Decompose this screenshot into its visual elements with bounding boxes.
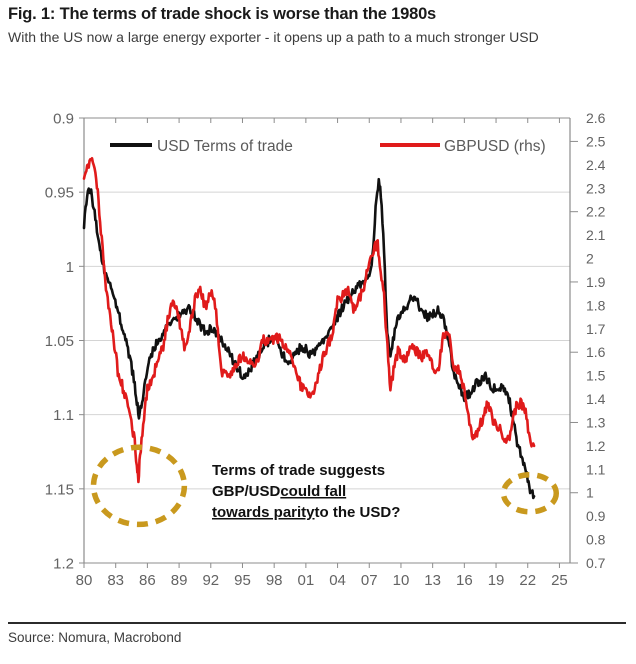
annotation-line2-part-0: GBP/USD xyxy=(212,483,281,500)
x-axis-tick-label: 13 xyxy=(424,572,441,589)
left-axis-tick-label: 1.1 xyxy=(53,407,74,424)
left-axis-tick-label: 0.9 xyxy=(53,111,74,128)
right-axis-tick-label: 1 xyxy=(586,485,594,501)
x-axis-tick-label: 92 xyxy=(202,572,219,589)
annotation-line3-part-1: to the USD? xyxy=(315,504,401,521)
right-axis-tick-label: 1.9 xyxy=(586,274,606,290)
right-axis-tick-label: 2.2 xyxy=(586,204,606,220)
legend-label-usd-terms-of-trade: USD Terms of trade xyxy=(157,138,293,155)
annotation-line3-part-0: towards parity xyxy=(212,504,315,521)
right-axis-tick-label: 2.6 xyxy=(586,110,606,126)
x-axis-tick-label: 86 xyxy=(139,572,156,589)
highlight-markers xyxy=(90,444,560,528)
x-axis-tick-label: 83 xyxy=(107,572,124,589)
right-axis-tick-label: 1.2 xyxy=(586,438,606,454)
right-axis-tick-label: 1.8 xyxy=(586,297,606,313)
right-axis-tick-label: 2 xyxy=(586,251,594,267)
x-axis-tick-label: 89 xyxy=(171,572,188,589)
x-axis-tick-label: 19 xyxy=(488,572,505,589)
data-series xyxy=(82,156,536,500)
chart-plot-area: 0.9 0.95 1 1.05 1.1 1.15 1.2 2.6 2.5 2.4 2.3 2.2 2.… xyxy=(0,100,636,600)
footer-divider xyxy=(8,622,626,624)
right-axis-tick-label: 1.7 xyxy=(586,321,606,337)
left-axis-tick-label: 1.15 xyxy=(45,481,74,498)
figure-subtitle: With the US now a large energy exporter … xyxy=(8,29,539,45)
left-axis-tick-label: 1.2 xyxy=(53,556,74,573)
chart-annotation: Terms of trade suggests GBP/USD could fal… xyxy=(212,462,400,521)
highlight-circle xyxy=(500,471,560,515)
x-axis-tick-label: 25 xyxy=(551,572,568,589)
series-line-usd-terms-of-trade xyxy=(82,177,536,500)
highlight-ellipse xyxy=(90,444,188,528)
right-axis-tick-label: 1.3 xyxy=(586,414,606,430)
chart-legend: USD Terms of trade GBPUSD (rhs) xyxy=(110,138,546,155)
left-axis-tick-label: 1.05 xyxy=(45,333,74,350)
right-axis-tick-label: 0.9 xyxy=(586,508,606,524)
right-axis-tick-label: 2.1 xyxy=(586,227,606,243)
x-axis-ticks: 80 83 86 89 92 95 98 01 04 07 10 13 16 19 22 25 xyxy=(76,118,568,589)
x-axis-tick-label: 04 xyxy=(329,572,346,589)
series-line-gbpusd xyxy=(82,156,536,484)
figure-title: Fig. 1: The terms of trade shock is wors… xyxy=(8,5,437,23)
right-axis-tick-label: 2.4 xyxy=(586,157,606,173)
x-axis-tick-label: 07 xyxy=(361,572,378,589)
left-axis-tick-label: 1 xyxy=(66,259,74,276)
x-axis-tick-label: 16 xyxy=(456,572,473,589)
right-axis-tick-label: 1.6 xyxy=(586,344,606,360)
right-axis-tick-label: 1.4 xyxy=(586,391,606,407)
x-axis-tick-label: 01 xyxy=(298,572,315,589)
x-axis-tick-label: 22 xyxy=(519,572,536,589)
right-axis-tick-label: 2.5 xyxy=(586,133,606,149)
left-axis-tick-label: 0.95 xyxy=(45,185,74,202)
right-axis-tick-label: 0.8 xyxy=(586,532,606,548)
x-axis-tick-label: 80 xyxy=(76,572,93,589)
left-axis-ticks: 0.9 0.95 1 1.05 1.1 1.15 1.2 xyxy=(45,111,84,573)
source-note: Source: Nomura, Macrobond xyxy=(8,630,182,645)
right-axis-tick-label: 0.7 xyxy=(586,555,606,571)
right-axis-tick-label: 2.3 xyxy=(586,180,606,196)
right-axis-ticks: 2.6 2.5 2.4 2.3 2.2 2.1 2 1.9 1.8 1.7 1.6 1.5 1.4 1.3… xyxy=(570,110,606,571)
x-axis-tick-label: 10 xyxy=(393,572,410,589)
legend-label-gbpusd: GBPUSD (rhs) xyxy=(444,138,546,155)
x-axis-tick-label: 95 xyxy=(234,572,251,589)
right-axis-tick-label: 1.5 xyxy=(586,368,606,384)
annotation-line1-part-0: Terms of trade suggests xyxy=(212,462,385,479)
annotation-line2-part-1: could fall xyxy=(280,483,346,500)
right-axis-tick-label: 1.1 xyxy=(586,461,606,477)
x-axis-tick-label: 98 xyxy=(266,572,283,589)
